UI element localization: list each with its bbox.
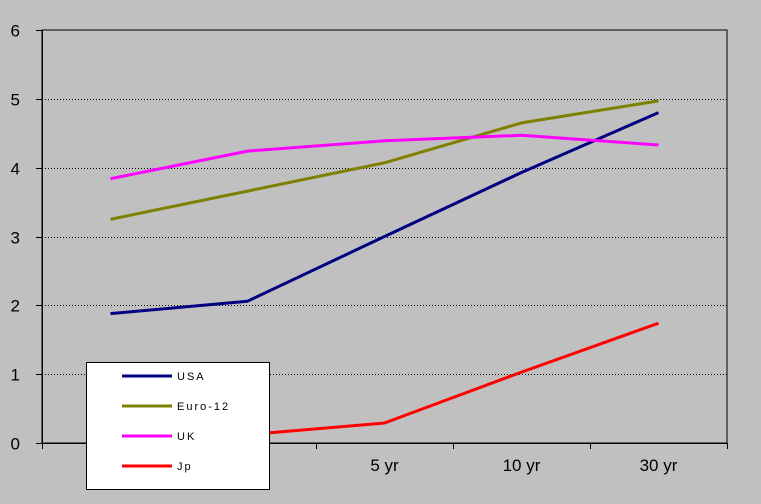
series-line-usa [110,111,660,316]
y-tick-label-0: 0 [11,435,20,454]
y-tick-label-1: 1 [11,366,20,385]
legend-label-euro-12: Euro-12 [177,401,230,413]
y-tick-label-3: 3 [11,229,20,248]
x-tick-label-2: 5 yr [370,456,399,475]
y-tick-label-2: 2 [11,297,20,316]
series-line-euro-12 [110,99,659,221]
legend-box [86,362,270,490]
series-line-uk [110,133,659,181]
y-tick-label-4: 4 [11,160,20,179]
x-tick-label-4: 30 yr [640,456,678,475]
legend-label-uk: UK [177,431,196,443]
legend-label-usa: USA [177,371,206,383]
x-tick-label-3: 10 yr [503,456,541,475]
y-tick-label-5: 5 [11,91,20,110]
legend-label-jp: Jp [177,461,193,473]
y-tick-label-6: 6 [11,22,20,41]
